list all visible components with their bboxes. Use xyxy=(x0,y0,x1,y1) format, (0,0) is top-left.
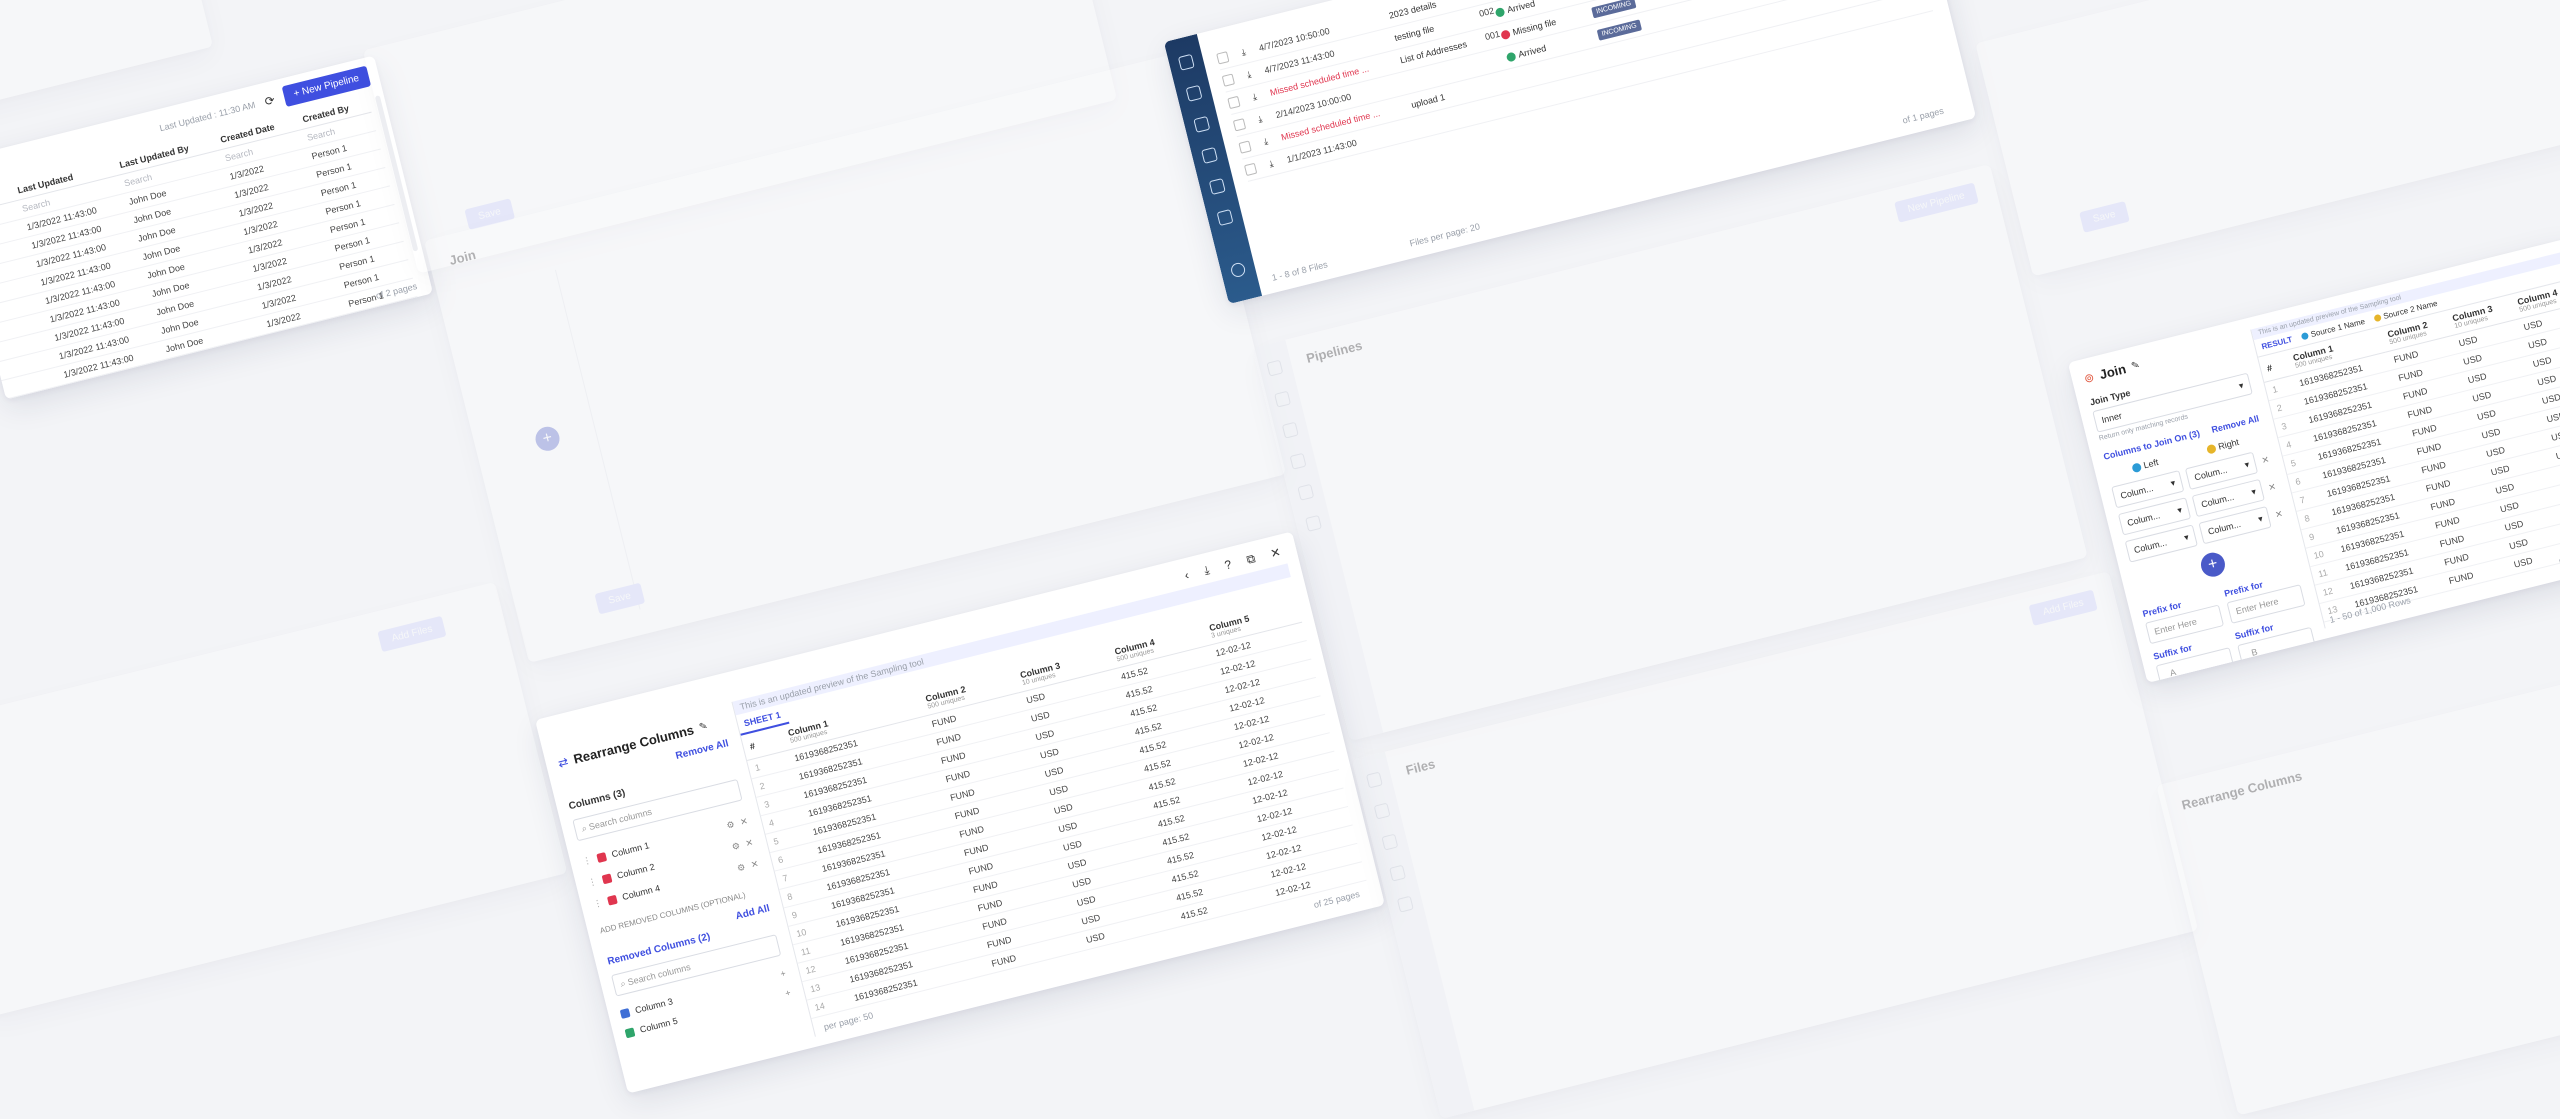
check-circle-icon xyxy=(1505,51,1517,63)
faded-join-title: Join xyxy=(447,246,478,268)
settings-icon[interactable]: ⚙ xyxy=(735,861,747,873)
chevron-down-icon: ▾ xyxy=(2250,486,2258,498)
files-footer: 1 - 8 of 8 Files xyxy=(1270,259,1329,283)
pipelines-title: Pipelines xyxy=(1304,337,1364,366)
refresh-icon[interactable]: ⟳ xyxy=(263,92,277,109)
drag-handle-icon[interactable]: ⋮ xyxy=(592,896,604,909)
faded-button: Add Files xyxy=(377,615,447,653)
checkbox[interactable] xyxy=(1243,162,1258,176)
back-icon[interactable]: ‹ xyxy=(1183,567,1191,583)
join-title: Join xyxy=(2097,361,2128,383)
drag-handle-icon[interactable]: ⋮ xyxy=(586,875,598,888)
faded-add-button: Add Files xyxy=(2028,589,2098,626)
faded-card-top-left xyxy=(0,0,214,110)
settings-icon[interactable] xyxy=(1208,178,1226,195)
cell-created-date: 1/3/2022 xyxy=(267,333,355,372)
faded-rearrange-card-right: Rearrange Columns xyxy=(2156,664,2560,1116)
download-icon[interactable]: ⤓ xyxy=(1256,113,1264,124)
pipelines-grid: Version Last Updated Last Updated By Cre… xyxy=(0,94,427,400)
edit-icon[interactable]: ✎ xyxy=(2130,359,2141,373)
chevron-down-icon: ▾ xyxy=(2176,504,2184,516)
column-type-icon xyxy=(619,1007,631,1019)
faded-save-button-3: Save xyxy=(2079,201,2130,233)
copy-icon[interactable]: ⧉ xyxy=(1245,551,1257,567)
chevron-down-icon: ▾ xyxy=(2169,477,2177,489)
column-type-icon xyxy=(624,1026,636,1038)
download-icon[interactable]: ⤓ xyxy=(1268,157,1275,169)
faded-sidebar-2 xyxy=(1351,751,1475,1119)
rearrange-icon: ⇄ xyxy=(556,754,570,771)
right-label: Right xyxy=(2206,437,2240,455)
column-type-icon xyxy=(606,894,618,906)
rearrange-grid: # Column 1 500 uniques Column 2 500 uniques C… xyxy=(740,597,1367,1019)
checkbox[interactable] xyxy=(1216,50,1230,65)
files-per-page[interactable]: Files per page: 20 xyxy=(1408,221,1481,249)
faded-card-top-right: Save xyxy=(1975,0,2560,277)
chevron-down-icon: ▾ xyxy=(2237,380,2245,391)
faded-new-pipeline-button: New Pipeline xyxy=(1893,182,1979,223)
cell-updated-by: John Doe xyxy=(166,353,273,398)
pipeline-icon[interactable] xyxy=(1185,84,1203,102)
save-button[interactable]: Save xyxy=(2278,661,2325,683)
add-join-pair-button[interactable]: + xyxy=(2198,550,2228,580)
faded-files-card-left: Add Files xyxy=(0,581,568,1019)
remove-all-link[interactable]: Remove All xyxy=(674,738,730,762)
history-icon[interactable] xyxy=(1193,115,1211,133)
error-circle-icon xyxy=(1500,29,1512,41)
checkbox[interactable] xyxy=(1232,117,1247,131)
close-icon[interactable]: ✕ xyxy=(744,836,755,849)
files-title: Files xyxy=(1404,756,1437,778)
chevron-down-icon: ▾ xyxy=(2257,513,2264,525)
join-icon: ⊚ xyxy=(2082,369,2096,386)
chevron-down-icon: ▾ xyxy=(2183,531,2190,543)
download-icon[interactable]: ⤓ xyxy=(1245,68,1253,80)
help-icon[interactable]: ? xyxy=(1223,557,1233,573)
edit-icon[interactable]: ✎ xyxy=(698,720,709,734)
download-icon[interactable]: ⤓ xyxy=(1262,135,1269,147)
close-icon[interactable]: ✕ xyxy=(2267,480,2277,493)
cell-last-updated: 1/3/2022 11:43:00 xyxy=(64,378,172,400)
left-label: Left xyxy=(2131,457,2159,474)
help-icon[interactable] xyxy=(1229,261,1247,279)
column-type-icon xyxy=(596,851,608,863)
faded-rearrange-title: Rearrange Columns xyxy=(2180,768,2304,813)
download-icon[interactable]: ⤓ xyxy=(1251,90,1258,102)
join-remove-all-link[interactable]: Remove All xyxy=(2210,413,2261,435)
settings-icon[interactable]: ⚙ xyxy=(730,839,741,852)
close-icon[interactable]: ✕ xyxy=(2260,453,2271,466)
checkbox[interactable] xyxy=(1221,72,1235,87)
faded-add-icon: + xyxy=(532,424,563,454)
close-icon[interactable]: ✕ xyxy=(1268,544,1283,561)
add-icon[interactable]: + xyxy=(784,987,792,999)
files-pages: of 1 pages xyxy=(1901,105,1945,126)
close-icon[interactable]: ✕ xyxy=(749,857,760,870)
cell-created-by: Person 1 xyxy=(349,314,427,352)
document-icon[interactable] xyxy=(1216,209,1234,227)
settings-icon[interactable]: ⚙ xyxy=(725,818,736,831)
download-icon[interactable]: ⤓ xyxy=(1202,562,1211,578)
column-type-icon xyxy=(601,872,613,884)
checkbox[interactable] xyxy=(1238,139,1252,154)
drag-handle-icon[interactable]: ⋮ xyxy=(581,854,593,867)
add-icon[interactable]: + xyxy=(779,968,787,980)
files-icon[interactable] xyxy=(1201,146,1219,164)
download-icon[interactable]: ⤓ xyxy=(1240,46,1247,57)
database-icon[interactable] xyxy=(1177,53,1195,71)
faded-save-button-2: Save xyxy=(594,582,645,615)
join-card: ⊚ Join ✎ Join Type Inner ▾ Return only ma… xyxy=(2067,237,2560,683)
checkbox[interactable] xyxy=(1227,95,1241,109)
check-circle-icon xyxy=(1494,7,1506,18)
pipelines-table-card: Last Updated : 11:30 AM ⟳ + New Pipeline… xyxy=(0,55,434,400)
preview-grid-panel: This is an updated preview of the Sampli… xyxy=(731,563,1371,1037)
close-icon[interactable]: ✕ xyxy=(2273,508,2284,520)
close-icon[interactable]: ✕ xyxy=(739,815,749,827)
chevron-down-icon: ▾ xyxy=(2243,459,2251,471)
